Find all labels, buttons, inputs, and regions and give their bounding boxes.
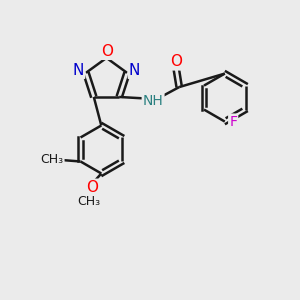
Text: CH₃: CH₃ xyxy=(78,195,101,208)
Text: F: F xyxy=(229,115,237,129)
Text: O: O xyxy=(170,54,182,69)
Text: N: N xyxy=(129,63,140,78)
Text: O: O xyxy=(101,44,113,59)
Text: NH: NH xyxy=(143,94,164,108)
Text: N: N xyxy=(73,63,84,78)
Text: CH₃: CH₃ xyxy=(40,153,64,166)
Text: O: O xyxy=(86,180,98,195)
